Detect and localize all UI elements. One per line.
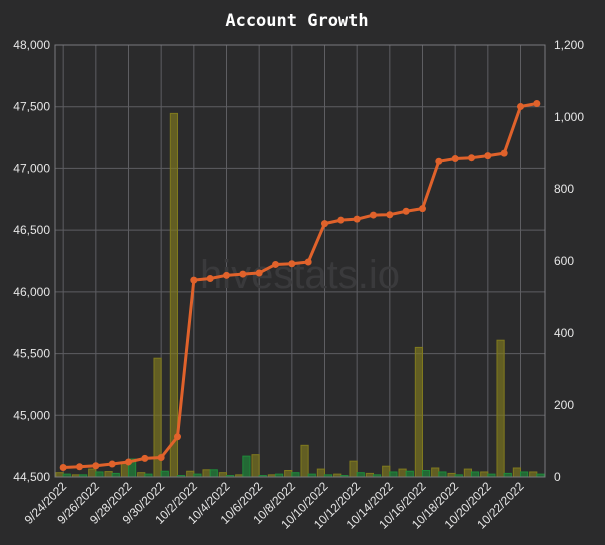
bar	[405, 470, 414, 478]
line-point	[141, 454, 149, 462]
line-point	[451, 155, 459, 163]
plot-border	[54, 44, 546, 478]
bar	[398, 468, 407, 478]
bar	[356, 472, 365, 478]
line-point	[288, 260, 296, 268]
line-point	[223, 271, 230, 279]
line-point	[517, 102, 524, 110]
line-point	[370, 211, 377, 219]
bar	[447, 472, 456, 478]
line-point	[435, 157, 443, 165]
line-point	[386, 211, 394, 219]
bar	[463, 468, 472, 478]
bar	[186, 470, 195, 478]
bar	[120, 462, 129, 478]
y-right-tick-label: 0	[554, 470, 561, 484]
y-left-tick-label: 45,000	[13, 408, 50, 422]
bar	[137, 472, 146, 478]
line-series	[59, 100, 541, 471]
bar-series-0	[55, 112, 538, 478]
bar	[529, 471, 538, 478]
bar	[503, 472, 512, 478]
line-point	[468, 154, 475, 162]
bar	[496, 339, 505, 478]
line-point	[533, 100, 541, 108]
line-point	[304, 258, 312, 266]
bar	[95, 471, 104, 478]
line-point	[337, 216, 345, 224]
y-right-tick-label: 600	[554, 254, 574, 268]
line-point	[92, 462, 100, 470]
bar	[365, 472, 374, 478]
line-point	[321, 220, 328, 228]
line-point	[500, 149, 508, 157]
bar	[512, 467, 522, 478]
y-right-tick-label: 800	[554, 182, 574, 196]
bar	[438, 471, 447, 478]
bar	[480, 471, 489, 478]
bar	[300, 444, 309, 478]
line-point	[419, 205, 426, 213]
line-point	[353, 215, 361, 223]
bar	[169, 112, 179, 478]
bar-series-1	[62, 455, 545, 478]
bar	[160, 470, 169, 478]
line-point	[239, 270, 247, 278]
bar	[55, 472, 64, 478]
line-point	[174, 433, 181, 441]
line-point	[402, 207, 410, 215]
line-point	[157, 453, 165, 461]
y-right-tick-label: 200	[554, 398, 574, 412]
bar	[389, 471, 398, 478]
bar	[104, 471, 113, 478]
bar	[520, 471, 529, 478]
bar	[291, 472, 300, 478]
bar	[422, 470, 431, 478]
bar-series	[55, 112, 545, 478]
bar	[209, 469, 218, 478]
bar	[251, 454, 260, 478]
bar	[431, 467, 440, 478]
line-point	[272, 260, 279, 268]
y-left-tick-label: 47,000	[13, 161, 50, 175]
line-point	[125, 458, 132, 466]
line-point	[484, 152, 492, 160]
line-point	[76, 463, 83, 471]
y-left-tick-label: 47,500	[13, 100, 50, 114]
bar	[88, 468, 97, 478]
bar	[471, 471, 480, 478]
bar	[218, 472, 228, 478]
y-right-tick-label: 400	[554, 326, 574, 340]
line-point	[190, 276, 198, 284]
line-point	[108, 460, 116, 468]
bar	[349, 460, 358, 478]
y-left-tick-label: 44,500	[13, 470, 50, 484]
bar	[414, 346, 423, 478]
bar	[316, 468, 325, 478]
y-right-tick-label: 1,200	[554, 38, 584, 52]
bar	[382, 465, 391, 478]
line-point	[255, 269, 263, 277]
line-point	[206, 275, 214, 283]
y-left-tick-label: 46,000	[13, 285, 50, 299]
bar	[284, 470, 293, 478]
line-point	[59, 463, 67, 471]
bar	[242, 455, 251, 478]
chart-title: Account Growth	[225, 11, 368, 31]
y-left-tick-label: 46,500	[13, 223, 50, 237]
bar	[202, 469, 211, 478]
bar	[111, 472, 120, 478]
y-left-tick-label: 48,000	[13, 38, 50, 52]
y-left-tick-label: 45,500	[13, 347, 50, 361]
y-right-tick-label: 1,000	[554, 110, 584, 124]
